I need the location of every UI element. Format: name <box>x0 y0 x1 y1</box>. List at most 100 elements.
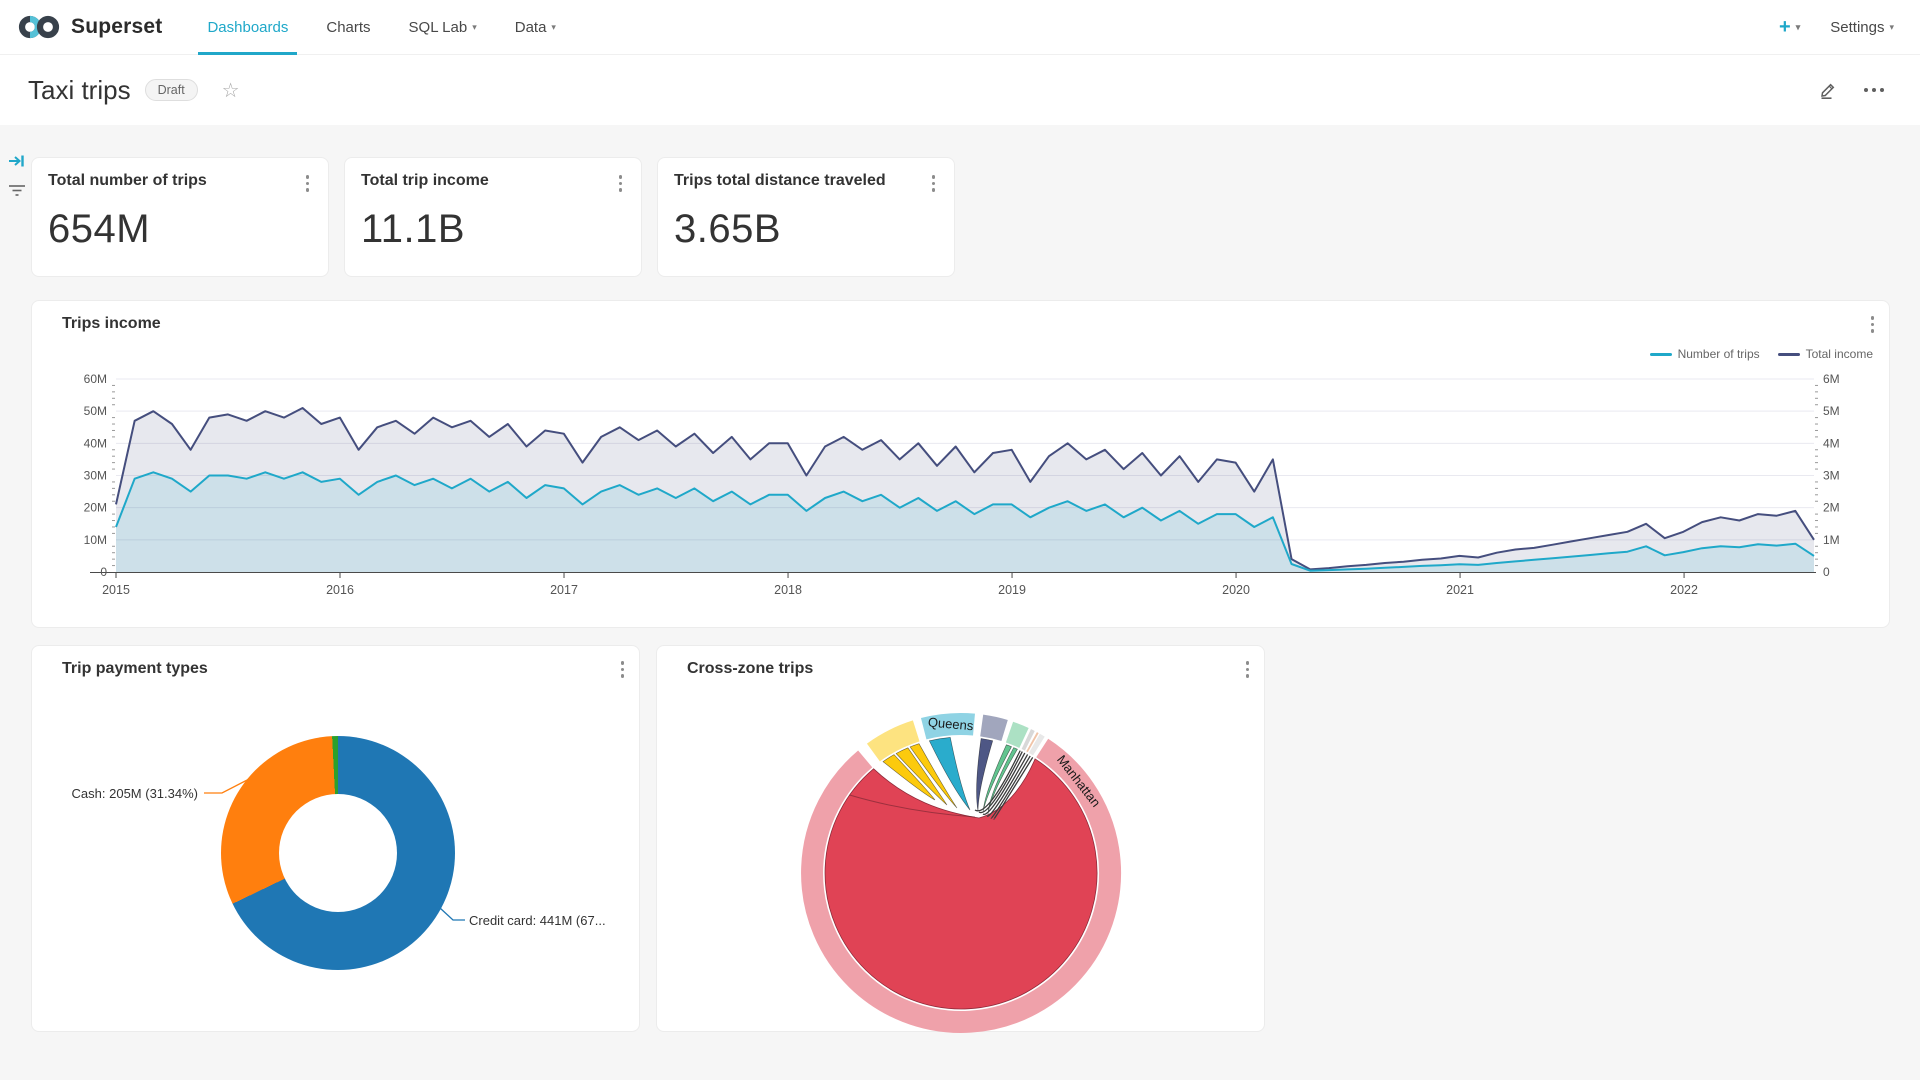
nav-tab-charts[interactable]: Charts <box>307 0 389 55</box>
y-axis-left-tick-label: 60M <box>84 372 107 386</box>
chord-ribbon <box>987 747 1018 815</box>
y-axis-left-tick-label: 40M <box>84 436 107 450</box>
y-axis-left-tick-label: 30M <box>84 469 107 483</box>
chord-segment-zone <box>866 720 920 762</box>
bottom-row: Trip payment types Cash: 205M (31.34%) C… <box>31 645 1890 1033</box>
edit-pencil-icon[interactable] <box>1818 80 1838 100</box>
chord-segment-manhattan <box>801 738 1122 1033</box>
nav-tab-dashboards[interactable]: Dashboards <box>188 0 307 55</box>
dashboard-grid: Total number of trips 654M Total trip in… <box>0 125 1920 1080</box>
x-axis-tick-label: 2022 <box>1670 583 1698 597</box>
total-income-area <box>116 408 1814 572</box>
chord-manhattan-self <box>824 758 1098 1010</box>
legend-label: Number of trips <box>1677 347 1760 361</box>
kpi-card-total-trips: Total number of trips 654M <box>31 157 329 277</box>
chevron-down-icon: ▾ <box>551 21 556 32</box>
chord-segment-zone <box>1028 733 1045 756</box>
chord-ribbon <box>976 738 994 812</box>
dashboard-header: Taxi trips Draft ☆ <box>0 55 1920 125</box>
x-axis-tick-label: 2016 <box>326 583 354 597</box>
chord-segment-zone <box>1026 732 1039 753</box>
kpi-row: Total number of trips 654M Total trip in… <box>31 157 1890 277</box>
navbar: Superset Dashboards Charts SQL Lab ▾ Dat… <box>0 0 1920 55</box>
cross-zone-panel: Cross-zone trips Queens Manhattan <box>656 645 1266 1033</box>
number-of-trips-line <box>115 471 1815 572</box>
chord-edge-line <box>849 794 976 818</box>
kebab-menu-icon[interactable] <box>618 658 628 681</box>
legend-label: Total income <box>1805 347 1873 361</box>
y-axis-right-tick-label: 0 <box>1823 565 1830 579</box>
kebab-menu-icon[interactable] <box>929 172 939 195</box>
x-axis-tick-label: 2021 <box>1446 583 1474 597</box>
more-actions-icon[interactable] <box>1864 88 1884 92</box>
chord-thin-ribbon <box>982 752 1026 815</box>
nav-tab-data[interactable]: Data ▾ <box>496 0 575 55</box>
legend-item[interactable]: Number of trips <box>1649 347 1760 361</box>
kebab-menu-icon[interactable] <box>303 172 313 195</box>
status-badge: Draft <box>144 79 198 101</box>
chevron-down-icon: ▾ <box>1795 21 1801 32</box>
legend-swatch <box>1649 352 1672 356</box>
total-income-line <box>115 407 1815 571</box>
nav-tab-label: Charts <box>326 18 371 36</box>
kpi-title: Total number of trips <box>48 172 207 189</box>
y-axis-right-tick-label: 3M <box>1823 469 1840 483</box>
x-axis-tick-label: 2018 <box>774 583 802 597</box>
trips-income-chart[interactable]: 2015 2016 2017 2018 2019 2020 2021 2022 0 10M 20M 3… <box>62 363 1861 613</box>
chord-ribbon <box>982 744 1012 813</box>
payment-types-donut[interactable] <box>221 736 455 970</box>
y-axis-left-tick-label: 50M <box>84 404 107 418</box>
x-axis-tick-label: 2019 <box>998 583 1026 597</box>
chevron-down-icon: ▾ <box>472 21 477 32</box>
chord-segment-zone <box>1021 729 1035 751</box>
kpi-card-distance: Trips total distance traveled 3.65B <box>657 157 955 277</box>
donut-label-credit-card: Credit card: 441M (67... <box>469 913 606 928</box>
payment-types-panel: Trip payment types Cash: 205M (31.34%) C… <box>31 645 640 1032</box>
kebab-menu-icon[interactable] <box>1243 658 1253 681</box>
chord-ribbon <box>882 754 936 801</box>
kpi-value: 11.1B <box>361 206 466 251</box>
chevron-down-icon: ▾ <box>1889 21 1894 32</box>
chart-title: Trips income <box>62 315 161 332</box>
y-axis-left-tick-label: 0 <box>100 565 107 579</box>
chord-thin-ribbon <box>986 754 1029 817</box>
kpi-title: Total trip income <box>361 172 489 189</box>
chord-segment-zone <box>980 714 1008 742</box>
navbar-right: + ▾ Settings ▾ <box>1779 16 1904 39</box>
chord-segment-zone <box>1005 721 1029 749</box>
chord-thin-ribbon <box>990 755 1031 819</box>
number-of-trips-area <box>116 472 1814 572</box>
y-axis-left-tick-label: 10M <box>84 533 107 547</box>
favorite-star-icon[interactable]: ☆ <box>221 79 240 102</box>
kpi-card-trip-income: Total trip income 11.1B <box>344 157 642 277</box>
nav-tab-label: Data <box>514 18 547 36</box>
legend-item[interactable]: Total income <box>1777 347 1873 361</box>
y-axis-left-tick-label: 20M <box>84 501 107 515</box>
trips-income-panel: Trips income Number of trips Total income… <box>31 300 1890 628</box>
new-item-button[interactable]: + ▾ <box>1779 16 1800 39</box>
filter-list-icon[interactable] <box>7 183 27 199</box>
filter-rail <box>7 151 27 199</box>
main-nav: Dashboards Charts SQL Lab ▾ Data ▾ <box>188 0 574 55</box>
header-actions <box>1818 80 1892 100</box>
nav-tab-label: SQL Lab <box>408 18 468 36</box>
kpi-title: Trips total distance traveled <box>674 172 886 189</box>
chord-segment-queens <box>920 713 975 740</box>
settings-menu[interactable]: Settings ▾ <box>1830 19 1894 36</box>
y-axis-right-tick-label: 4M <box>1823 436 1840 450</box>
chart-legend: Number of trips Total income <box>1649 347 1873 361</box>
expand-filter-bar-icon[interactable] <box>7 151 27 171</box>
chord-zone-label: Queens <box>927 714 974 733</box>
page-title: Taxi trips <box>28 74 131 105</box>
nav-tab-label: Dashboards <box>207 18 289 36</box>
nav-tab-sql-lab[interactable]: SQL Lab ▾ <box>390 0 496 55</box>
chart-title: Trip payment types <box>62 660 208 677</box>
superset-brand[interactable]: Superset <box>18 13 162 41</box>
x-axis-tick-label: 2017 <box>550 583 578 597</box>
x-axis-tick-label: 2020 <box>1222 583 1250 597</box>
chord-thin-ribbon <box>978 751 1023 814</box>
superset-logo-icon <box>18 15 60 39</box>
kebab-menu-icon[interactable] <box>1868 313 1878 336</box>
kebab-menu-icon[interactable] <box>616 172 626 195</box>
